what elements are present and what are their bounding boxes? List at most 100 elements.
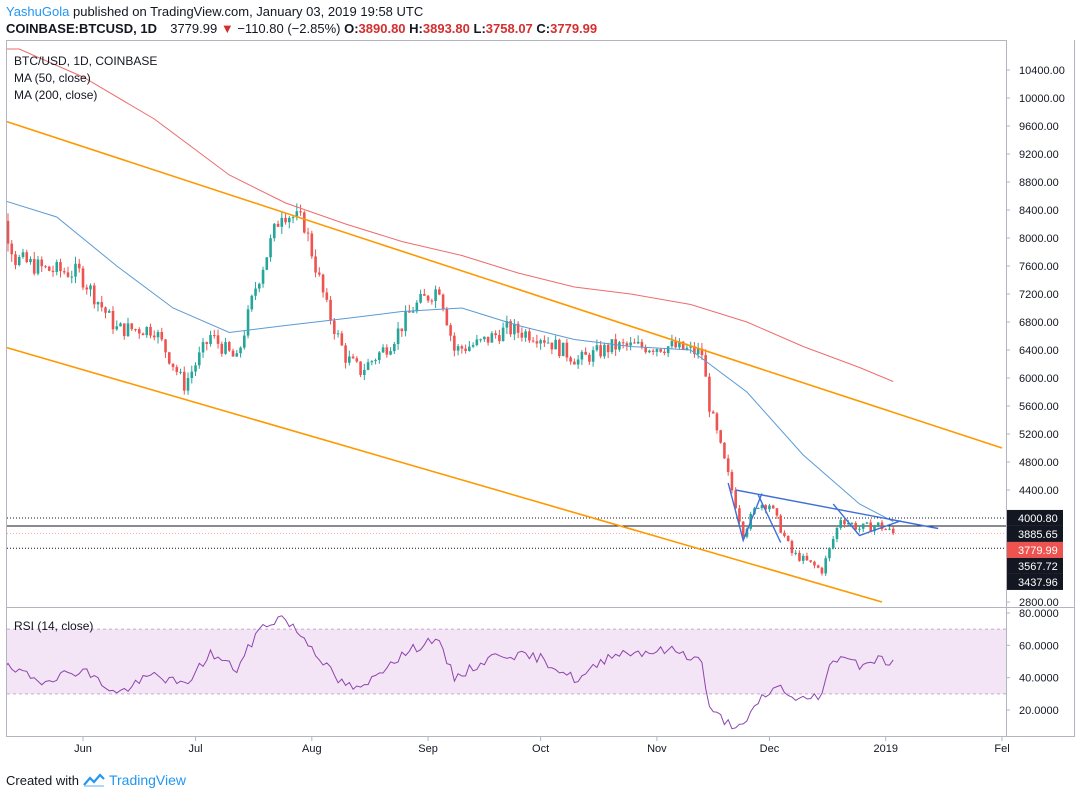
candle-body (209, 335, 212, 344)
candle-body (588, 354, 591, 362)
candle-body (636, 341, 640, 344)
tradingview-brand[interactable]: TradingView (108, 772, 187, 788)
candle-body (850, 523, 854, 525)
price-tick-label: 7600.00 (1019, 261, 1059, 273)
candle-body (734, 490, 737, 509)
candle-body (501, 327, 505, 342)
candle-body (891, 528, 895, 533)
candle-body (179, 371, 182, 373)
candle-body (374, 360, 377, 362)
candle-body (741, 521, 745, 537)
candle-body (869, 522, 873, 532)
candle-body (329, 299, 332, 321)
candle-body (235, 353, 239, 357)
legend-ma200: MA (200, close) (14, 88, 97, 102)
candle-body (531, 340, 535, 342)
candle-body (516, 323, 520, 333)
candle-body (569, 357, 572, 362)
candle-body (591, 350, 595, 362)
candle-body (828, 547, 831, 559)
candle-body (576, 359, 580, 365)
candle-body (786, 535, 790, 541)
high-value: 3893.80 (422, 21, 470, 36)
candles (0, 202, 895, 576)
candle-body (651, 350, 655, 352)
candle-body (644, 347, 647, 353)
candle-body (764, 505, 767, 510)
candle-body (44, 266, 47, 268)
rsi-axis-labels: 20.0000 40.0000 60.0000 80.0000 (1006, 608, 1059, 717)
candle-body (190, 371, 194, 379)
candle-body (610, 339, 614, 353)
candle-body (783, 532, 786, 536)
candle-body (0, 202, 2, 215)
candle-body (835, 527, 839, 539)
level-label: 3437.96 (1018, 577, 1058, 589)
candle-body (629, 342, 632, 346)
channel-upper-line[interactable] (0, 109, 1003, 449)
rsi-tick-label: 40.0000 (1019, 673, 1059, 685)
candle-body (381, 347, 385, 353)
candle-body (809, 560, 812, 562)
candle-body (36, 259, 40, 274)
candle-body (479, 339, 482, 341)
time-tick-label: Dec (760, 743, 780, 755)
candle-body (370, 361, 374, 363)
candle-body (633, 342, 636, 344)
ma200-line (7, 48, 894, 382)
legend-title: BTC/USD, 1D, COINBASE (14, 54, 157, 68)
candle-body (711, 411, 715, 414)
candle-body (96, 302, 100, 305)
candle-body (306, 232, 310, 234)
candle-body (730, 471, 734, 491)
candle-body (430, 300, 434, 302)
open-value: 3890.80 (358, 21, 406, 36)
candle-body (186, 378, 190, 391)
candle-body (212, 335, 216, 337)
candle-body (708, 376, 711, 412)
candle-body (468, 346, 471, 351)
rsi-tick-label: 20.0000 (1019, 705, 1059, 717)
rsi-band (7, 629, 1006, 694)
candle-body (618, 342, 621, 350)
channel-lower-line[interactable] (0, 336, 883, 603)
time-tick-label: Fel (994, 743, 1009, 755)
candle-body (141, 333, 145, 336)
down-arrow-icon: ▼ (220, 21, 234, 36)
candle-body (130, 323, 134, 330)
candle-body (584, 351, 587, 355)
candle-body (299, 211, 302, 213)
candle-body (321, 274, 325, 293)
candle-body (55, 262, 59, 272)
candle-body (475, 339, 479, 346)
rsi-line (7, 615, 894, 730)
candle-body (490, 333, 494, 343)
author-link[interactable]: YashuGola (6, 4, 70, 19)
candle-body (351, 356, 355, 359)
candle-body (314, 256, 317, 273)
candle-body (434, 289, 437, 302)
publish-info: YashuGola published on TradingView.com, … (6, 4, 423, 19)
candle-body (363, 369, 366, 375)
candle-body (670, 340, 674, 347)
candle-body (220, 343, 224, 354)
price-tick-label: 6800.00 (1019, 317, 1059, 329)
candle-body (798, 552, 801, 561)
pattern-lines[interactable] (727, 482, 939, 543)
candle-body (648, 350, 651, 353)
rsi-tick-label: 80.0000 (1019, 608, 1059, 620)
candle-body (696, 348, 700, 355)
candle-body (284, 217, 287, 223)
low-label: L: (473, 21, 486, 36)
candle-body (396, 328, 400, 344)
candle-body (257, 283, 261, 289)
level-labels: 4000.80 3885.65 3779.99 3567.72 3437.96 (1007, 509, 1063, 590)
candle-body (366, 362, 370, 370)
price-tick-label: 4400.00 (1019, 485, 1059, 497)
candle-body (861, 523, 865, 529)
candle-body (182, 371, 186, 391)
low-value: 3758.07 (485, 21, 533, 36)
candle-body (47, 266, 51, 271)
candle-body (254, 288, 257, 296)
